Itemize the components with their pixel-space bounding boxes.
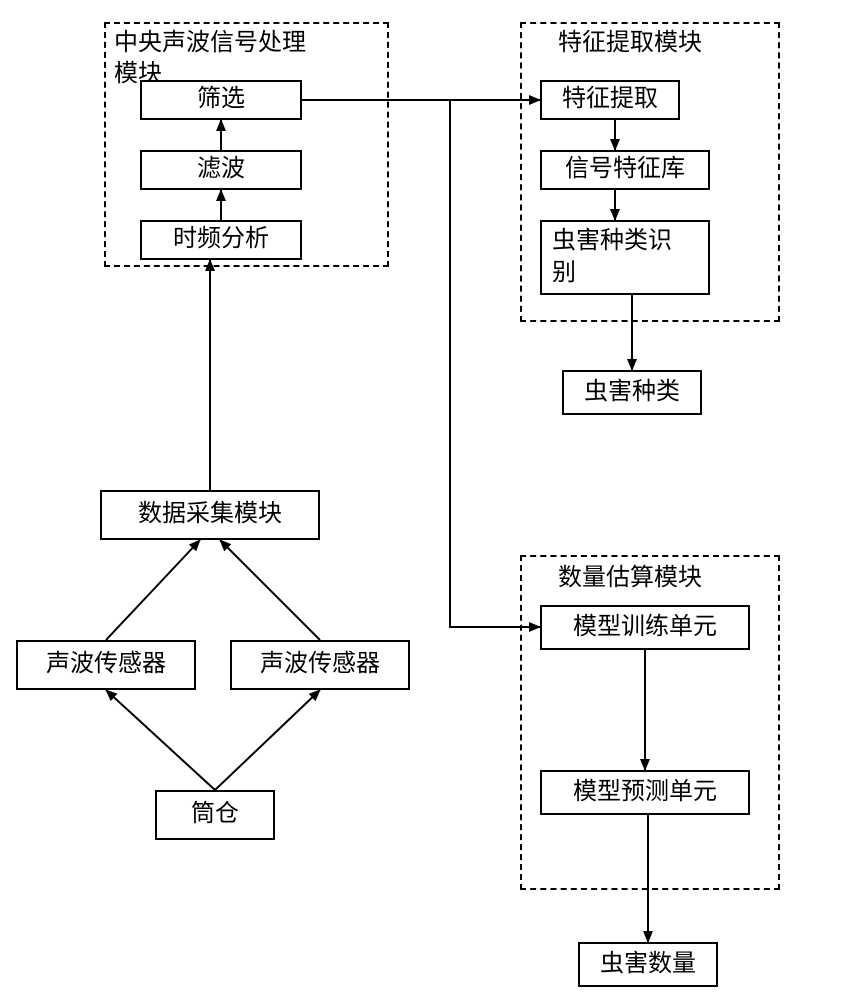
node-sensor-1: 声波传感器 xyxy=(16,640,196,690)
node-sig-lib: 信号特征库 xyxy=(540,150,710,190)
node-tf-analysis: 时频分析 xyxy=(140,220,302,260)
quantity-estimation-label: 数量估算模块 xyxy=(558,563,702,594)
node-model-pred: 模型预测单元 xyxy=(540,770,750,815)
node-silo: 筒仓 xyxy=(155,790,275,840)
node-data-collect: 数据采集模块 xyxy=(100,490,320,540)
node-feat-extract: 特征提取 xyxy=(540,80,680,120)
node-sensor-2: 声波传感器 xyxy=(230,640,410,690)
feature-extraction-label: 特征提取模块 xyxy=(558,28,702,59)
node-model-train: 模型训练单元 xyxy=(540,605,750,650)
node-pest-recog: 虫害种类识别 xyxy=(540,220,710,295)
node-pest-type: 虫害种类 xyxy=(562,370,702,415)
node-wave-filter: 滤波 xyxy=(140,150,302,190)
node-pest-count: 虫害数量 xyxy=(578,942,718,987)
node-filter: 筛选 xyxy=(140,80,302,120)
